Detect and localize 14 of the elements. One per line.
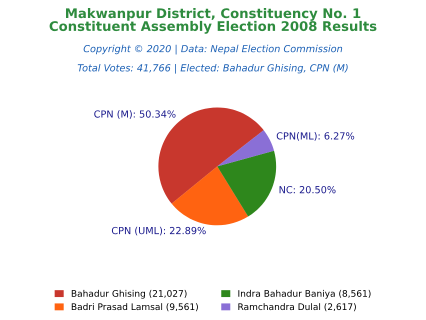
chart-subtitle: Copyright © 2020 | Data: Nepal Election Commission [84,44,342,54]
pie-slice [217,150,276,217]
chart-title: Makwanpur District, Constituency No. 1 Constituent Assembly Election 2008 Results [50,8,376,34]
text: Total Votes: 41,766 | Elected: Bahadur Ghising, CPN (M) [78,64,348,74]
data-label: NC: 20.50% [280,186,336,194]
pie-slice [217,130,274,166]
legend-label: Indra Bahadur Baniya (8,561) [238,290,371,299]
data-label: CPN(ML): 6.27% [276,132,354,141]
pie-slice [172,166,248,226]
legend-label: Ramchandra Dulal (2,617) [238,303,356,312]
data-label: CPN (M): 50.34% [94,110,176,119]
legend-label: Badri Prasad Lamsal (9,561) [72,303,198,312]
legend-label: Bahadur Ghising (21,027) [72,290,187,299]
data-label: CPN (UML): 22.89% [112,226,206,236]
